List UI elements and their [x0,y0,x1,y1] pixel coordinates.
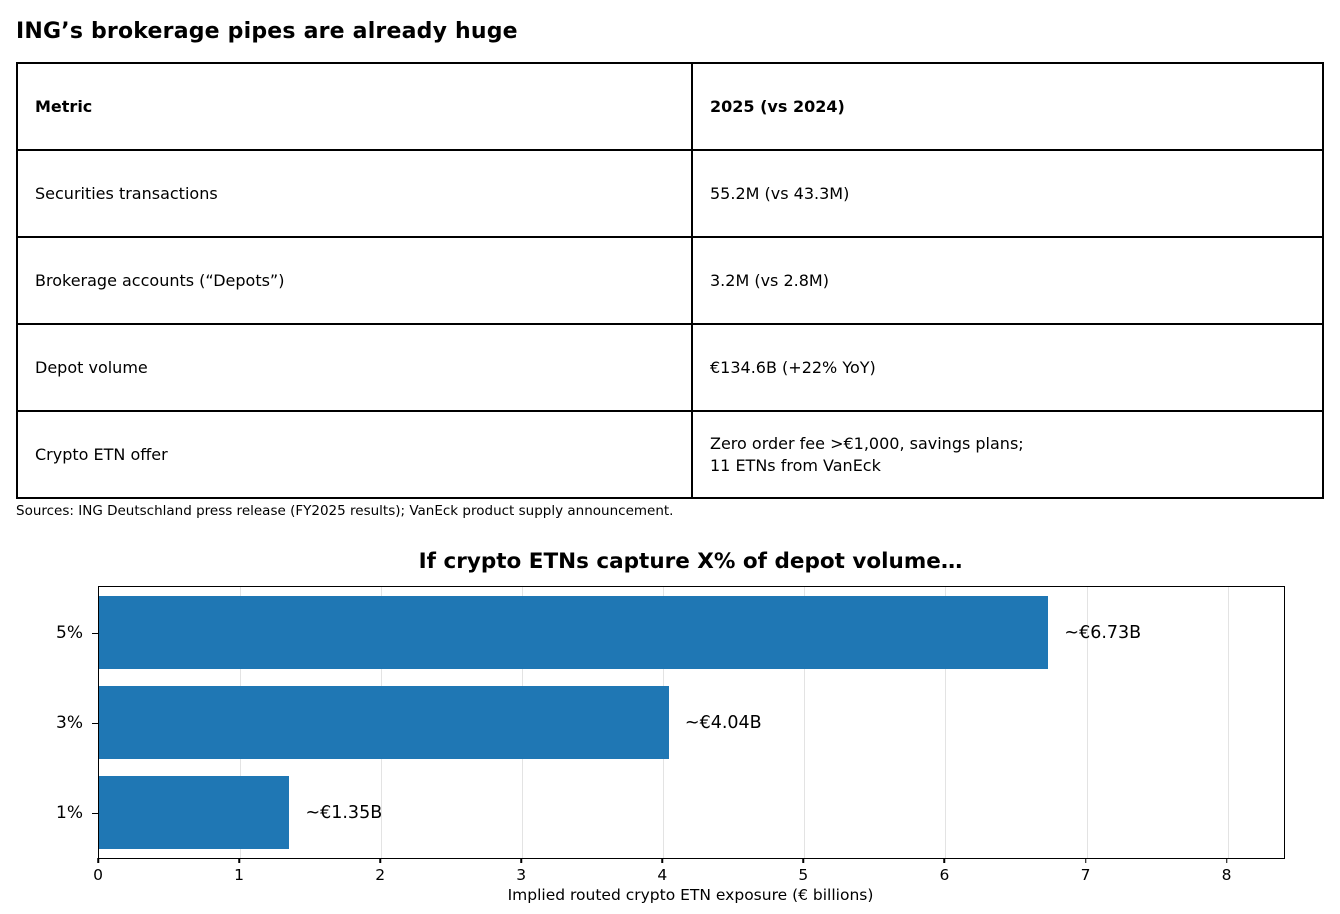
y-tick-mark [92,812,98,814]
metric-cell: Crypto ETN offer [16,410,693,499]
y-tick-label: 3% [56,712,83,733]
metrics-table-body: Securities transactions 55.2M (vs 43.3M) B… [16,149,1324,499]
x-tick-label: 2 [375,866,386,884]
table-row: Crypto ETN offer Zero order fee >€1,000, … [16,410,1324,499]
page-title: ING’s brokerage pipes are already huge [16,19,518,44]
x-axis-label: Implied routed crypto ETN exposure (€ bi… [507,886,874,904]
bar-value-label: ~€6.73B [1064,622,1142,643]
x-tick-mark [1084,858,1087,863]
value-cell: Zero order fee >€1,000, savings plans; 1… [691,410,1324,499]
table-header-row: Metric 2025 (vs 2024) [16,62,1324,151]
x-tick-mark [802,858,805,863]
x-tick-mark [943,858,946,863]
x-tick-label: 6 [939,866,950,884]
sources-note: Sources: ING Deutschland press release (… [16,503,674,519]
chart-title: If crypto ETNs capture X% of depot volum… [418,549,963,574]
bar-value-label: ~€4.04B [684,712,762,733]
x-tick-mark [97,858,99,863]
metrics-table: Metric 2025 (vs 2024) Securities transac… [16,62,1324,499]
y-tick-mark [92,632,98,634]
gridline [804,587,806,858]
gridline [1086,587,1088,858]
x-tick-label: 4 [657,866,668,884]
x-tick-label: 1 [234,866,244,884]
bar-1% [99,776,290,849]
x-tick-label: 3 [516,866,527,884]
x-ticks: 0 1 2 3 4 5 6 7 8 [93,858,1283,914]
gridline [1227,587,1229,858]
bar-3% [99,686,669,759]
table-row: Depot volume €134.6B (+22% YoY) [16,323,1324,412]
value-cell: €134.6B (+22% YoY) [691,323,1324,412]
metric-cell: Securities transactions [16,149,693,238]
x-tick-mark [238,858,240,863]
x-tick-mark [661,858,664,863]
x-tick-label: 5 [798,866,809,884]
gridline [945,587,947,858]
x-tick-label: 0 [93,866,103,884]
y-tick-label: 1% [56,802,83,823]
table-row: Brokerage accounts (“Depots”) 3.2M (vs 2.… [16,236,1324,325]
metric-cell: Brokerage accounts (“Depots”) [16,236,693,325]
value-cell: 55.2M (vs 43.3M) [691,149,1324,238]
y-tick-mark [92,722,98,724]
metric-column-header: Metric [16,62,693,151]
x-tick-label: 8 [1221,866,1232,884]
x-tick-mark [520,858,522,863]
x-tick-label: 7 [1080,866,1091,884]
y-tick-label: 5% [56,622,83,643]
table-row: Securities transactions 55.2M (vs 43.3M) [16,149,1324,238]
metric-cell: Depot volume [16,323,693,412]
plot-area: ~€6.73B 5% ~€4.04B 3% ~€1.35B 1% [56,586,1285,859]
value-column-header: 2025 (vs 2024) [691,62,1324,151]
bar-value-label: ~€1.35B [305,802,383,823]
x-tick-mark [1225,858,1228,863]
x-tick-mark [379,858,381,863]
value-cell: 3.2M (vs 2.8M) [691,236,1324,325]
bar-5% [99,596,1049,669]
